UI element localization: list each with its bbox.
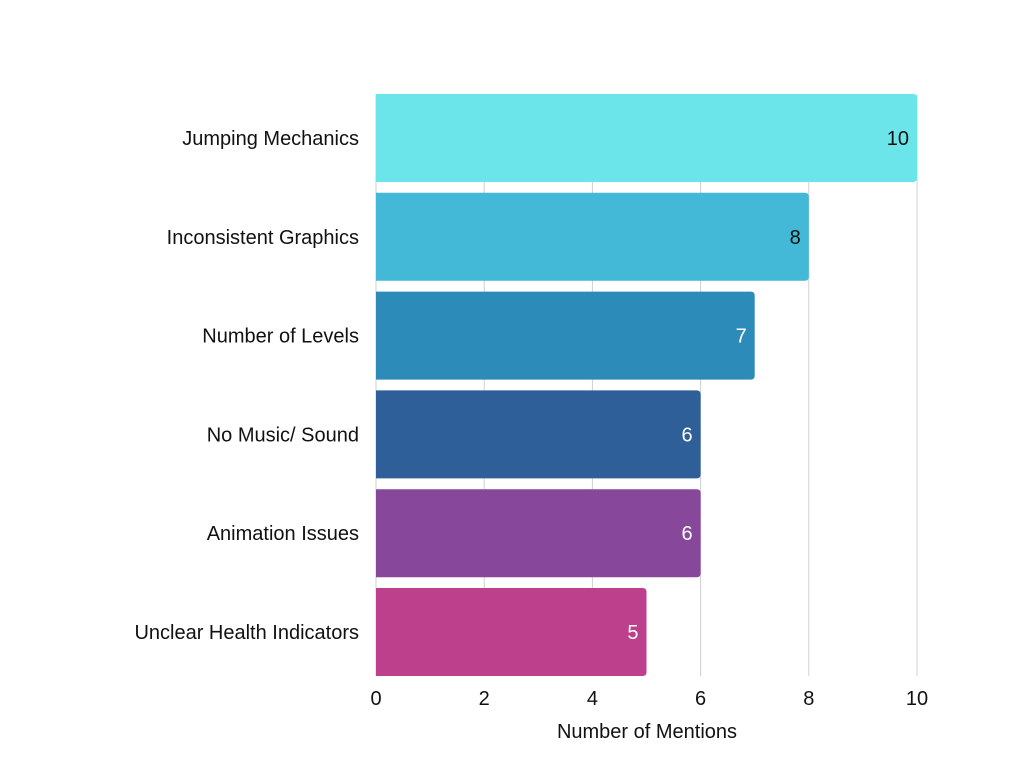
bar-number-of-levels [376,291,755,380]
category-label: Unclear Health Indicators [134,622,359,644]
x-tick-label: 6 [695,688,706,710]
bar-value-label: 10 [887,128,909,150]
category-label: Number of Levels [202,326,359,348]
x-tick-label: 0 [370,688,381,710]
bar-inconsistent-graphics [376,192,809,281]
bar-no-music-sound [376,390,701,479]
bar-jumping-mechanics [376,94,917,182]
bar-value-label: 6 [681,424,692,446]
category-labels: Jumping Mechanics Inconsistent Graphics Nu… [134,128,359,644]
category-label: Animation Issues [207,523,359,545]
x-tick-label: 8 [803,688,814,710]
bar-animation-issues [376,489,701,578]
x-tick-label: 10 [906,688,928,710]
bars: 10 8 7 6 6 5 [376,94,917,676]
category-label: No Music/ Sound [207,424,359,446]
x-axis-title: Number of Mentions [557,721,737,743]
bar-value-label: 6 [681,523,692,545]
x-axis-ticks: 0 2 4 6 8 10 [370,688,928,710]
category-label: Jumping Mechanics [182,128,359,150]
bar-unclear-health-indicators [376,588,647,676]
gridlines [375,94,918,676]
bar-value-label: 8 [790,227,801,249]
x-tick-label: 2 [479,688,490,710]
bar-value-label: 5 [627,622,638,644]
x-tick-label: 4 [587,688,598,710]
category-label: Inconsistent Graphics [167,227,359,249]
bar-value-label: 7 [736,326,747,348]
